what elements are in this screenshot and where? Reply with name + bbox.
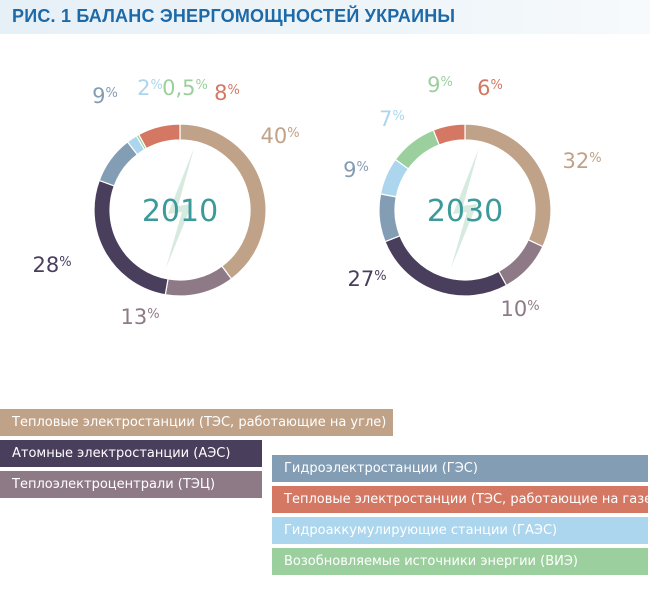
data-label-unit: %	[374, 269, 386, 284]
legend-item: Возобновляемые источники энергии (ВИЭ)	[272, 548, 648, 575]
data-label: 9%	[427, 73, 453, 97]
data-label: 13%	[120, 305, 159, 329]
data-label: 8%	[214, 81, 240, 105]
data-label: 28%	[32, 253, 71, 277]
data-label: 0,5%	[162, 76, 208, 100]
figure-title: РИС. 1 БАЛАНС ЭНЕРГОМОЩНОСТЕЙ УКРАИНЫ	[12, 6, 456, 26]
donut-slice	[432, 123, 466, 146]
data-label-number: 9	[343, 158, 356, 182]
data-label: 2%	[137, 76, 163, 100]
data-label-unit: %	[106, 86, 118, 101]
legend-item: Атомные электростанции (АЭС)	[0, 440, 262, 467]
legend-item: Гидроэлектростанции (ГЭС)	[272, 455, 648, 482]
data-label-unit: %	[589, 151, 601, 166]
data-label-number: 8	[214, 81, 227, 105]
data-label-number: 7	[379, 107, 392, 131]
lightning-icon	[166, 148, 194, 268]
data-label-unit: %	[147, 307, 159, 322]
data-label-unit: %	[59, 255, 71, 270]
data-label-unit: %	[357, 160, 369, 175]
data-label-number: 32	[562, 149, 589, 173]
donut-slice	[137, 123, 181, 150]
legend-item: Теплоэлектроцентрали (ТЭЦ)	[0, 471, 262, 498]
data-label: 27%	[347, 267, 386, 291]
data-label: 9%	[343, 158, 369, 182]
legend-item: Гидроаккумулирующие станции (ГАЭС)	[272, 517, 648, 544]
data-label: 9%	[92, 84, 118, 108]
data-label: 10%	[500, 297, 539, 321]
data-label-number: 6	[477, 76, 490, 100]
data-label: 40%	[260, 124, 299, 148]
data-label-unit: %	[151, 78, 163, 93]
data-label-number: 9	[92, 84, 105, 108]
data-label-number: 28	[32, 253, 59, 277]
center-year-label: 2010	[142, 194, 218, 229]
data-label-number: 13	[120, 305, 147, 329]
data-label-unit: %	[228, 83, 240, 98]
data-label-number: 2	[137, 76, 150, 100]
data-label-number: 40	[260, 124, 287, 148]
legend-item: Тепловые электростанции (ТЭС, работающие…	[272, 486, 648, 513]
data-label-unit: %	[287, 126, 299, 141]
data-label-number: 0,5	[162, 76, 195, 100]
data-label-unit: %	[491, 78, 503, 93]
data-label-unit: %	[196, 78, 208, 93]
data-label-number: 9	[427, 73, 440, 97]
figure-header: РИС. 1 БАЛАНС ЭНЕРГОМОЩНОСТЕЙ УКРАИНЫ	[0, 0, 650, 34]
data-label-unit: %	[441, 75, 453, 90]
data-label: 32%	[562, 149, 601, 173]
data-label-number: 10	[500, 297, 527, 321]
data-label-unit: %	[393, 109, 405, 124]
legend-item: Тепловые электростанции (ТЭС, работающие…	[0, 409, 393, 436]
center-year-label: 2030	[427, 194, 503, 229]
data-label-number: 27	[347, 267, 374, 291]
data-label-unit: %	[527, 299, 539, 314]
lightning-icon	[451, 148, 479, 268]
data-label: 6%	[477, 76, 503, 100]
data-label: 7%	[379, 107, 405, 131]
